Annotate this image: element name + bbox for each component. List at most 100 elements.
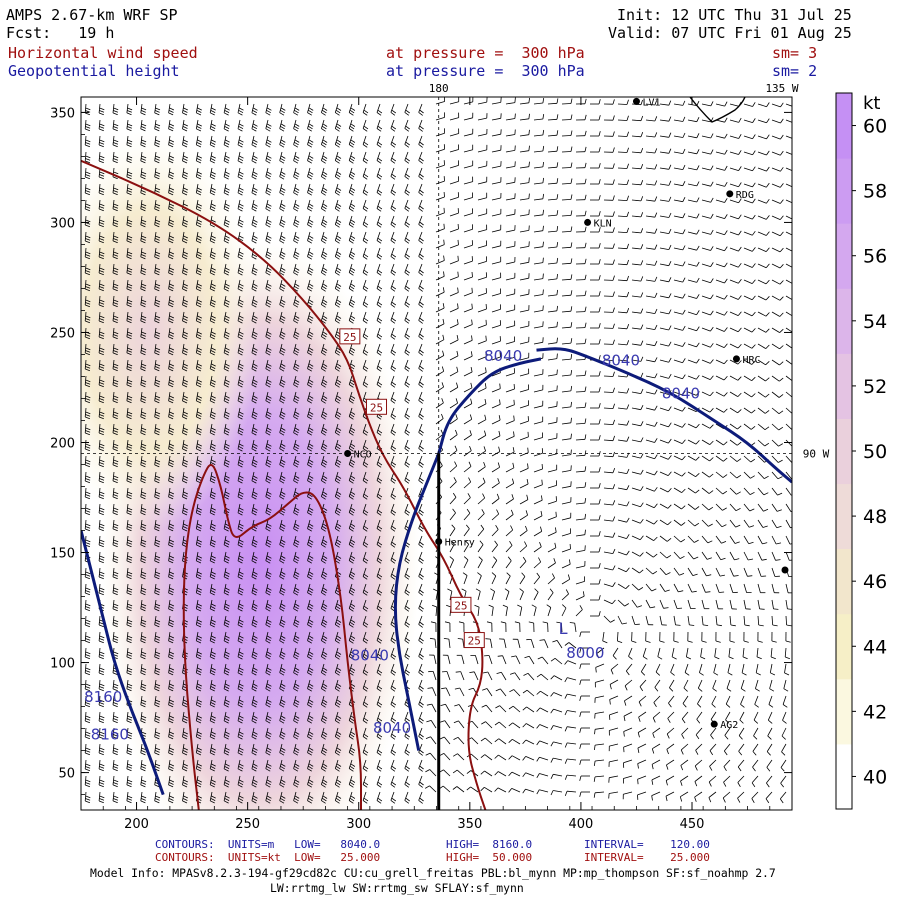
- model-title: AMPS 2.67-km WRF SP: [6, 6, 178, 24]
- colorbar-segment: [836, 678, 852, 745]
- wind-barb: [168, 487, 175, 500]
- height-contour-label: 8040: [373, 719, 411, 737]
- wind-barb: [209, 135, 216, 148]
- wind-barb: [112, 151, 119, 164]
- wind-barb: [223, 551, 230, 564]
- station-dot: [632, 97, 640, 105]
- wind-barb: [182, 791, 188, 804]
- wind-barb: [195, 407, 202, 420]
- wind-barb: [251, 567, 258, 580]
- wind-barb: [98, 199, 105, 212]
- height-contour-summary: CONTOURS: UNITS=m LOW= 8040.0: [155, 838, 381, 851]
- wind-barb: [195, 743, 202, 756]
- wind-barb: [237, 343, 244, 356]
- wind-barb: [126, 279, 133, 292]
- wind-barb: [168, 503, 175, 516]
- wind-barb: [84, 279, 91, 292]
- wind-barb: [237, 279, 244, 292]
- wind-barb: [182, 455, 188, 468]
- wind-barb: [209, 551, 216, 564]
- wind-barb: [182, 263, 188, 276]
- wind-barb: [168, 791, 175, 804]
- wind-barb: [126, 551, 133, 564]
- wind-barb: [154, 679, 161, 692]
- wind-barb: [168, 119, 175, 132]
- wind-barb: [223, 135, 230, 148]
- wind-barb: [140, 679, 147, 692]
- lon-label-180: 180: [429, 82, 449, 95]
- height-contour-label: 8160: [91, 726, 129, 744]
- wind-barb: [168, 151, 175, 164]
- wind-barb: [168, 775, 175, 788]
- x-tick-label: 450: [680, 817, 705, 832]
- wind-barb: [98, 663, 105, 676]
- wind-barb: [195, 663, 202, 676]
- wind-barb: [237, 663, 244, 676]
- wind-barb: [112, 407, 119, 420]
- station-dot: [435, 538, 443, 546]
- wind-barb: [154, 263, 161, 276]
- wind-barb: [223, 375, 230, 388]
- wind-barb: [209, 503, 216, 516]
- wind-barb: [209, 535, 216, 548]
- wind-barb: [168, 343, 175, 356]
- wind-barb: [251, 231, 258, 244]
- wind-barb: [140, 663, 147, 676]
- wind-barb: [98, 263, 105, 276]
- wind-barb: [98, 519, 105, 532]
- wind-barb: [251, 295, 258, 308]
- wind-barb: [237, 615, 244, 628]
- wind-barb: [251, 487, 258, 500]
- colorbar-segment: [836, 288, 852, 354]
- wind-barb: [126, 791, 133, 804]
- wind-barb: [237, 423, 244, 436]
- wind-barb: [209, 583, 216, 596]
- wind-barb: [195, 359, 202, 372]
- wind-barb: [195, 679, 202, 692]
- wind-barb: [98, 247, 105, 260]
- wind-barb: [237, 135, 244, 148]
- wind-barb: [182, 231, 188, 244]
- wind-barb: [98, 631, 105, 644]
- wind-barb: [126, 535, 133, 548]
- height-contour-high: HIGH= 8160.0: [446, 838, 533, 851]
- wind-barb: [195, 551, 202, 564]
- wind-barb: [154, 199, 161, 212]
- wind-barb: [195, 727, 202, 740]
- wind-barb: [237, 503, 244, 516]
- wind-barb: [112, 759, 119, 772]
- wind-barb: [182, 359, 188, 372]
- colorbar-segment: [836, 223, 852, 289]
- wind-barb: [112, 263, 119, 276]
- wind-barb: [223, 231, 230, 244]
- wind-barb: [84, 151, 91, 164]
- wind-barb: [98, 375, 105, 388]
- wind-barb: [112, 183, 119, 196]
- wind-barb: [140, 119, 147, 132]
- wind-barb: [84, 583, 91, 596]
- lon-label-135w: 135 W: [765, 82, 798, 95]
- wind-barb: [154, 695, 161, 708]
- wind-barb: [84, 263, 91, 276]
- wind-barb: [251, 535, 258, 548]
- wind-barb: [223, 119, 230, 132]
- wind-barb: [84, 711, 91, 724]
- colorbar-segment: [836, 353, 852, 419]
- wind-barb: [112, 295, 119, 308]
- wind-barb: [195, 231, 202, 244]
- wind-contour-label: 25: [339, 328, 361, 345]
- wind-barb: [223, 759, 230, 772]
- wind-barb: [251, 455, 258, 468]
- wind-barb: [223, 183, 230, 196]
- wind-barb: [126, 487, 133, 500]
- wind-barb: [223, 167, 230, 180]
- wind-barb: [209, 327, 216, 340]
- wind-barb: [223, 279, 230, 292]
- wind-barb: [251, 311, 258, 324]
- wind-barb: [112, 599, 119, 612]
- wind-barb: [112, 583, 119, 596]
- wind-barb: [195, 215, 202, 228]
- wind-barb: [84, 599, 91, 612]
- wind-barb: [98, 791, 105, 804]
